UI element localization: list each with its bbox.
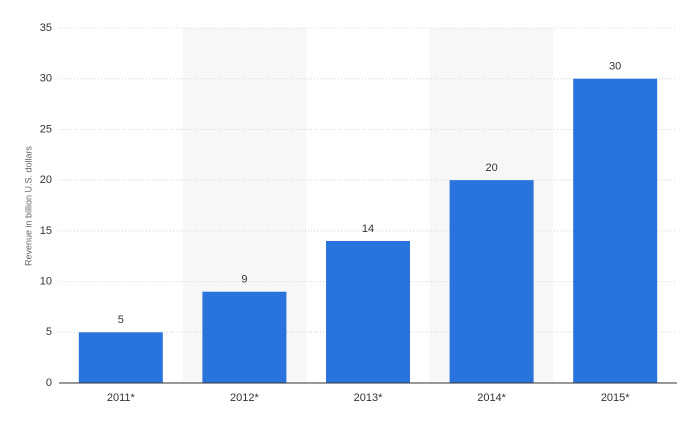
y-tick-label: 0 (46, 377, 52, 389)
x-tick-label: 2011* (107, 392, 136, 404)
y-tick-label: 5 (46, 326, 52, 338)
data-label: 30 (609, 61, 621, 73)
bar (326, 241, 410, 383)
x-tick-label: 2012* (230, 392, 259, 404)
y-tick-label: 30 (40, 73, 52, 85)
y-axis-label: Revenue in billion U.S. dollars (23, 145, 33, 266)
y-tick-label: 35 (40, 22, 52, 34)
y-tick-label: 15 (40, 225, 52, 237)
data-label: 5 (118, 314, 124, 326)
y-tick-label: 20 (40, 174, 52, 186)
y-tick-label: 10 (40, 275, 52, 287)
data-label: 9 (241, 274, 247, 286)
bar (449, 180, 534, 383)
y-tick-label: 25 (40, 123, 52, 135)
x-tick-label: 2013* (354, 392, 383, 404)
data-label: 14 (362, 223, 374, 235)
bar (573, 78, 658, 383)
bar (78, 332, 163, 383)
data-label: 20 (485, 162, 497, 174)
bar (202, 291, 287, 383)
x-tick-label: 2014* (477, 392, 506, 404)
x-tick-label: 2015* (601, 392, 630, 404)
